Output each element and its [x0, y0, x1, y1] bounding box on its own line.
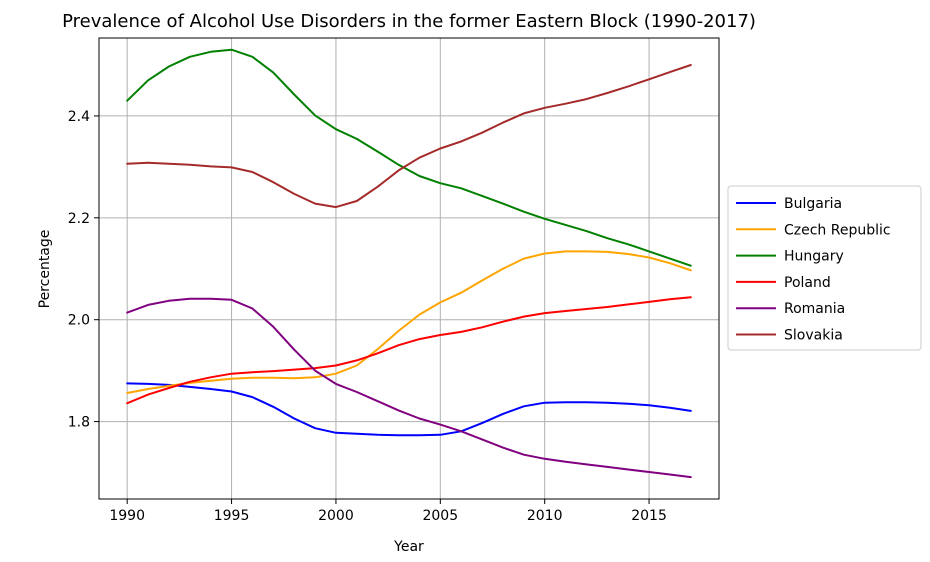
y-tick-label: 2.2 [68, 211, 90, 227]
legend-label-slovakia: Slovakia [784, 328, 843, 344]
legend: Bulgaria Czech Republic Hungary Poland Roman… [727, 185, 922, 351]
x-axis-title: Year [393, 539, 424, 555]
y-axis-title: Percentage [37, 230, 53, 309]
series-line-romania [126, 297, 692, 479]
y-tick-label: 1.8 [68, 415, 90, 431]
series-lines [126, 48, 692, 479]
series-line-hungary [126, 48, 692, 267]
legend-label-bulgaria: Bulgaria [784, 196, 842, 212]
legend-label-poland: Poland [784, 275, 831, 291]
x-tick-label: 1990 [109, 508, 145, 524]
y-axis: 1.8 2.0 2.2 2.4 [68, 109, 99, 431]
x-tick-label: 2015 [631, 508, 667, 524]
series-line-poland [126, 296, 692, 405]
y-tick-label: 2.4 [68, 109, 90, 125]
legend-frame [727, 185, 922, 351]
plot-frame [98, 37, 720, 500]
legend-label-romania: Romania [784, 301, 845, 317]
x-tick-label: 2005 [422, 508, 458, 524]
chart-title: Prevalence of Alcohol Use Disorders in t… [62, 11, 756, 32]
x-axis: 1990 1995 2000 2005 2010 2015 [109, 499, 667, 524]
x-tick-label: 2000 [318, 508, 354, 524]
legend-label-hungary: Hungary [784, 249, 844, 265]
legend-label-czech-republic: Czech Republic [784, 222, 891, 238]
x-tick-label: 2010 [527, 508, 563, 524]
x-tick-label: 1995 [214, 508, 250, 524]
series-line-slovakia [126, 64, 692, 209]
series-line-bulgaria [126, 382, 692, 437]
series-line-czech-republic [126, 250, 692, 394]
gridlines [99, 38, 719, 499]
y-tick-label: 2.0 [68, 313, 90, 329]
